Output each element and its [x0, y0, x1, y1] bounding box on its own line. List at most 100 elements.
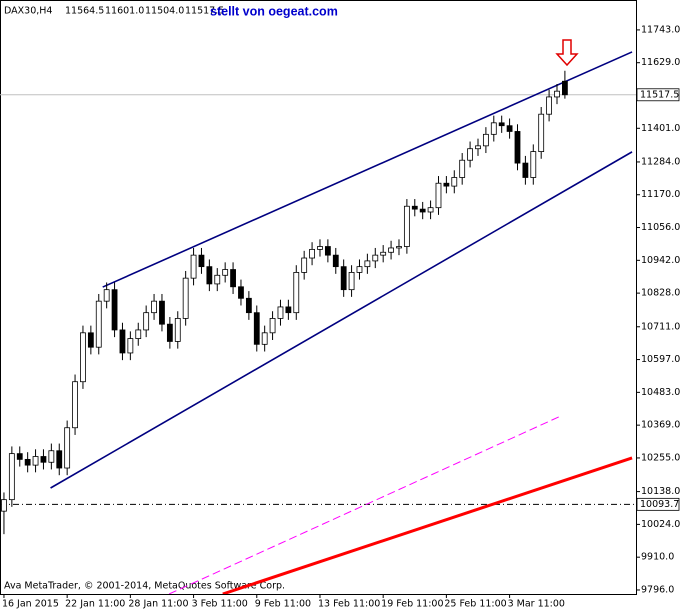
chart-title: stellt von oegeat.com — [210, 4, 338, 18]
candle-body — [506, 125, 513, 132]
candle-body — [174, 318, 181, 342]
candle-body — [269, 318, 276, 334]
candle-body — [522, 162, 529, 178]
y-tick-label: 9796.0 — [641, 584, 674, 595]
y-tick-label: 10255.0 — [641, 452, 680, 463]
candle-body — [253, 312, 260, 345]
candle-body — [301, 257, 308, 273]
candle-body — [151, 300, 157, 314]
candle-body — [427, 207, 434, 213]
candle-body — [364, 260, 371, 268]
candle-body — [380, 251, 387, 256]
trend-line — [50, 151, 633, 489]
x-tick-label: 9 Feb 11:00 — [255, 599, 311, 610]
y-tick-label: 10024.0 — [641, 519, 680, 530]
candle-body — [285, 306, 292, 314]
candle-body — [206, 266, 213, 285]
candle-body — [388, 247, 394, 253]
x-tick-label: 22 Jan 11:00 — [65, 599, 125, 610]
candle-body — [182, 277, 189, 319]
y-tick-label: 11401.0 — [641, 123, 680, 134]
candle-body — [238, 286, 244, 299]
candle-body — [80, 332, 86, 383]
candle-body — [451, 177, 458, 187]
candle-body — [482, 133, 489, 147]
y-tick-label: 10711.0 — [641, 321, 680, 332]
candle-body — [40, 456, 47, 463]
candle-body — [1, 499, 7, 512]
candle-body — [467, 148, 473, 161]
candle-body — [56, 450, 63, 469]
candle-body — [24, 458, 31, 466]
y-tick-label: 10942.0 — [641, 255, 680, 266]
ohlc-close: 11517.5 — [185, 6, 224, 17]
candle-body — [435, 182, 442, 209]
candle-body — [135, 329, 142, 339]
candle-body — [538, 113, 545, 152]
candle-body — [403, 205, 410, 247]
y-tick-label: 10138.0 — [641, 486, 680, 497]
candle-body — [64, 427, 71, 469]
trend-line — [222, 456, 633, 594]
candle-body — [261, 332, 268, 345]
y-tick-label: 11629.0 — [641, 57, 680, 68]
candle-body — [32, 456, 39, 466]
ohlc-high: 11601.0 — [105, 6, 144, 17]
x-tick-label: 3 Feb 11:00 — [192, 599, 248, 610]
candle-body — [546, 96, 552, 115]
candle-body — [554, 90, 560, 98]
footer: Ava MetaTrader, © 2001-2014, MetaQuotes … — [4, 581, 285, 592]
candle-body — [514, 131, 521, 164]
candle-body — [372, 254, 379, 262]
candle-body — [309, 248, 315, 259]
candle-body — [190, 254, 197, 279]
candle-body — [119, 329, 126, 354]
candle-body — [530, 151, 537, 178]
candle-body — [111, 289, 118, 331]
candle-body — [143, 312, 150, 331]
candle-body — [48, 450, 55, 463]
candle-body — [159, 300, 165, 325]
ohlc-low: 11504.0 — [145, 6, 184, 17]
candle-body — [498, 122, 505, 127]
x-tick-label: 13 Feb 11:00 — [318, 599, 380, 610]
candle-body — [230, 269, 236, 288]
candle-body — [127, 338, 134, 354]
x-tick-label: 25 Feb 11:00 — [444, 599, 506, 610]
y-tick-label: 10597.0 — [641, 354, 680, 365]
level-line-box — [636, 497, 680, 511]
candle-body — [396, 246, 402, 249]
candle-body — [245, 297, 252, 314]
candle-body — [324, 246, 331, 256]
candle-body — [443, 182, 450, 187]
candle-body — [475, 145, 481, 150]
ohlc-open: 11564.5 — [65, 6, 104, 17]
candle-body — [72, 381, 78, 429]
trend-line — [102, 51, 633, 288]
candle-body — [103, 289, 110, 302]
y-tick-label: 11170.0 — [641, 189, 680, 200]
candle-body — [419, 208, 426, 213]
y-tick-label: 10483.0 — [641, 387, 680, 398]
x-tick-label: 16 Jan 2015 — [2, 599, 59, 610]
price-line-label: 11517.5 — [640, 89, 679, 100]
candle-body — [411, 205, 418, 210]
candle-body — [356, 266, 363, 273]
candle-body — [459, 159, 466, 178]
x-tick-label: 19 Feb 11:00 — [381, 599, 443, 610]
candle-body — [293, 272, 300, 314]
x-tick-label: 3 Mar 11:00 — [508, 599, 565, 610]
candle-body — [277, 306, 284, 319]
y-tick-label: 10828.0 — [641, 288, 680, 299]
candle-body — [95, 300, 102, 348]
y-tick-label: 11743.0 — [641, 24, 680, 35]
candle-body — [332, 254, 339, 268]
y-tick-label: 11056.0 — [641, 222, 680, 233]
candle-body — [166, 323, 173, 342]
symbol: DAX30,H4 — [4, 6, 52, 17]
candle-body — [198, 254, 205, 268]
x-tick-label: 28 Jan 11:00 — [128, 599, 188, 610]
candle-body — [87, 332, 94, 348]
price-line-box — [636, 88, 680, 102]
